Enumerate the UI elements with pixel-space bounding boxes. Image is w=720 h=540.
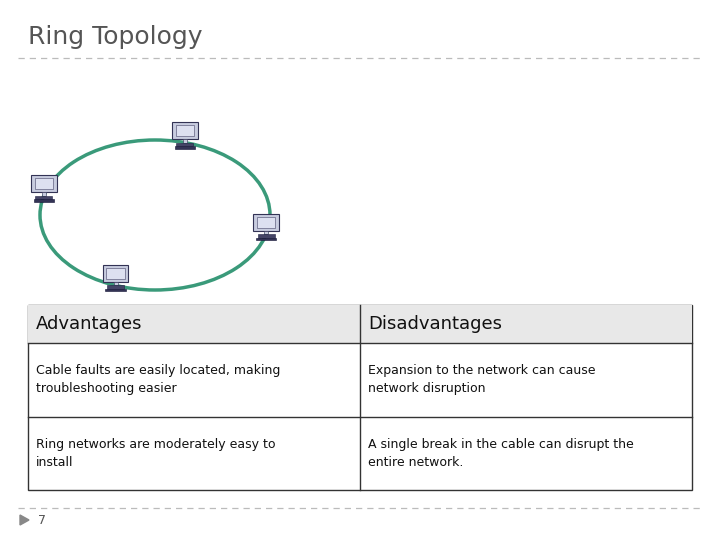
Bar xyxy=(258,234,274,238)
Bar xyxy=(34,199,54,201)
Polygon shape xyxy=(20,515,29,525)
Bar xyxy=(172,122,197,139)
Bar xyxy=(264,231,269,234)
Bar xyxy=(35,178,53,189)
Text: Ring networks are moderately easy to
install: Ring networks are moderately easy to ins… xyxy=(36,438,276,469)
Bar xyxy=(42,192,46,195)
Bar xyxy=(176,143,193,146)
Text: Disadvantages: Disadvantages xyxy=(368,315,502,333)
Bar xyxy=(114,282,118,286)
Bar xyxy=(31,175,57,192)
Bar xyxy=(107,286,124,289)
Text: Expansion to the network can cause
network disruption: Expansion to the network can cause netwo… xyxy=(368,364,595,395)
Text: A single break in the cable can disrupt the
entire network.: A single break in the cable can disrupt … xyxy=(368,438,634,469)
Bar xyxy=(253,214,279,231)
Text: Ring Topology: Ring Topology xyxy=(28,25,202,49)
Bar xyxy=(103,265,128,282)
Bar xyxy=(28,305,692,490)
Bar xyxy=(107,268,125,279)
Bar xyxy=(174,146,195,148)
Text: Advantages: Advantages xyxy=(36,315,143,333)
Text: 7: 7 xyxy=(38,514,46,526)
Bar xyxy=(105,289,126,292)
Text: Cable faults are easily located, making
troubleshooting easier: Cable faults are easily located, making … xyxy=(36,364,280,395)
Bar xyxy=(256,238,276,240)
Bar xyxy=(183,139,187,143)
Bar xyxy=(176,125,194,136)
Bar xyxy=(35,195,53,199)
Bar xyxy=(28,305,692,343)
Bar xyxy=(257,217,275,228)
